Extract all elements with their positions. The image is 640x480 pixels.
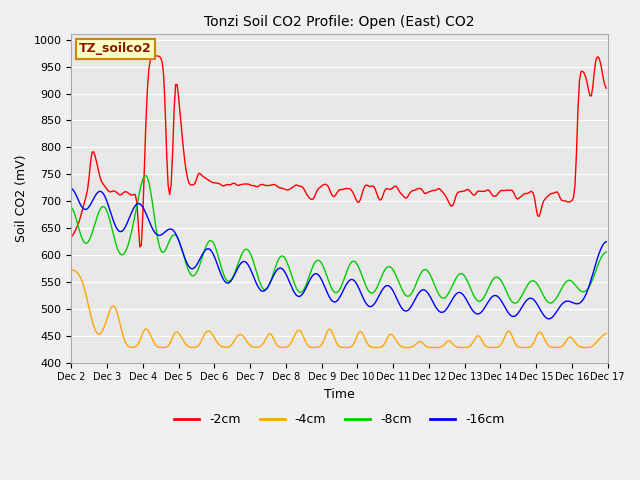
Legend: -2cm, -4cm, -8cm, -16cm: -2cm, -4cm, -8cm, -16cm bbox=[170, 408, 509, 431]
-16cm bbox=[574, 301, 582, 307]
-8cm bbox=[228, 275, 236, 281]
-4cm bbox=[67, 267, 75, 273]
-8cm bbox=[133, 203, 141, 209]
-16cm bbox=[244, 263, 252, 268]
-16cm bbox=[227, 278, 235, 284]
-8cm bbox=[246, 250, 254, 256]
-4cm bbox=[602, 331, 610, 336]
-2cm bbox=[133, 200, 141, 205]
-4cm bbox=[133, 343, 141, 348]
-2cm bbox=[257, 182, 264, 188]
-2cm bbox=[305, 194, 312, 200]
X-axis label: Time: Time bbox=[324, 388, 355, 401]
-2cm bbox=[575, 78, 583, 84]
-16cm bbox=[602, 239, 610, 244]
-8cm bbox=[67, 204, 75, 210]
-4cm bbox=[227, 343, 235, 348]
Y-axis label: Soil CO2 (mV): Soil CO2 (mV) bbox=[15, 155, 28, 242]
-16cm bbox=[253, 283, 261, 288]
-8cm bbox=[575, 287, 583, 293]
-8cm bbox=[255, 277, 263, 283]
-16cm bbox=[67, 185, 75, 191]
-4cm bbox=[244, 341, 252, 347]
-8cm bbox=[602, 249, 610, 255]
-2cm bbox=[248, 183, 255, 189]
Text: TZ_soilco2: TZ_soilco2 bbox=[79, 42, 152, 55]
-4cm bbox=[301, 338, 309, 344]
Line: -2cm: -2cm bbox=[71, 56, 606, 247]
-16cm bbox=[301, 287, 309, 292]
-16cm bbox=[133, 201, 141, 207]
Line: -8cm: -8cm bbox=[71, 175, 606, 303]
Title: Tonzi Soil CO2 Profile: Open (East) CO2: Tonzi Soil CO2 Profile: Open (East) CO2 bbox=[204, 15, 475, 29]
-8cm bbox=[142, 172, 150, 178]
-16cm bbox=[544, 316, 552, 322]
-8cm bbox=[511, 300, 519, 306]
Line: -4cm: -4cm bbox=[71, 270, 606, 348]
-2cm bbox=[136, 244, 143, 250]
-4cm bbox=[253, 345, 261, 350]
Line: -16cm: -16cm bbox=[71, 188, 606, 319]
-2cm bbox=[230, 180, 237, 186]
-8cm bbox=[303, 280, 310, 286]
-2cm bbox=[602, 85, 610, 91]
-4cm bbox=[431, 345, 439, 350]
-2cm bbox=[67, 233, 75, 239]
-4cm bbox=[574, 343, 582, 348]
-2cm bbox=[152, 53, 160, 59]
